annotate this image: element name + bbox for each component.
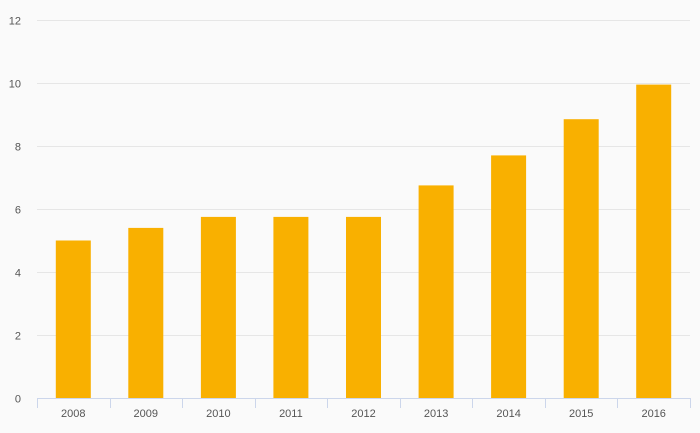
x-tick-label-2009: 2009 <box>134 408 158 420</box>
x-axis <box>37 398 691 408</box>
y-tick-label-6: 6 <box>15 205 21 217</box>
x-axis-tick-labels: 2008 2009 2010 2011 2012 2013 2014 2015 2016 <box>61 408 666 420</box>
y-tick-label-12: 12 <box>9 16 21 28</box>
bar-2014[interactable] <box>491 155 527 398</box>
bar-2009[interactable] <box>128 227 164 398</box>
y-tick-label-4: 4 <box>15 268 21 280</box>
bar-2008[interactable] <box>55 240 91 399</box>
bar-2013[interactable] <box>418 185 454 398</box>
bar-2015[interactable] <box>563 119 599 398</box>
x-tick-label-2013: 2013 <box>424 408 448 420</box>
y-tick-label-0: 0 <box>15 394 21 406</box>
y-axis-tick-labels: 0 2 4 6 8 10 12 <box>9 16 21 406</box>
x-tick-label-2010: 2010 <box>206 408 230 420</box>
x-tick-label-2015: 2015 <box>569 408 593 420</box>
bar-2011[interactable] <box>273 216 309 398</box>
bar-2012[interactable] <box>346 216 381 398</box>
x-tick-label-2011: 2011 <box>279 408 303 420</box>
y-tick-label-10: 10 <box>9 79 21 91</box>
bar-2016[interactable] <box>636 84 672 398</box>
y-tick-label-2: 2 <box>15 331 21 343</box>
x-tick-label-2012: 2012 <box>351 408 375 420</box>
bars <box>55 84 672 399</box>
x-tick-label-2008: 2008 <box>61 408 85 420</box>
x-tick-label-2014: 2014 <box>496 408 520 420</box>
bar-2010[interactable] <box>200 216 236 398</box>
y-tick-label-8: 8 <box>15 142 21 154</box>
x-tick-label-2016: 2016 <box>641 408 665 420</box>
